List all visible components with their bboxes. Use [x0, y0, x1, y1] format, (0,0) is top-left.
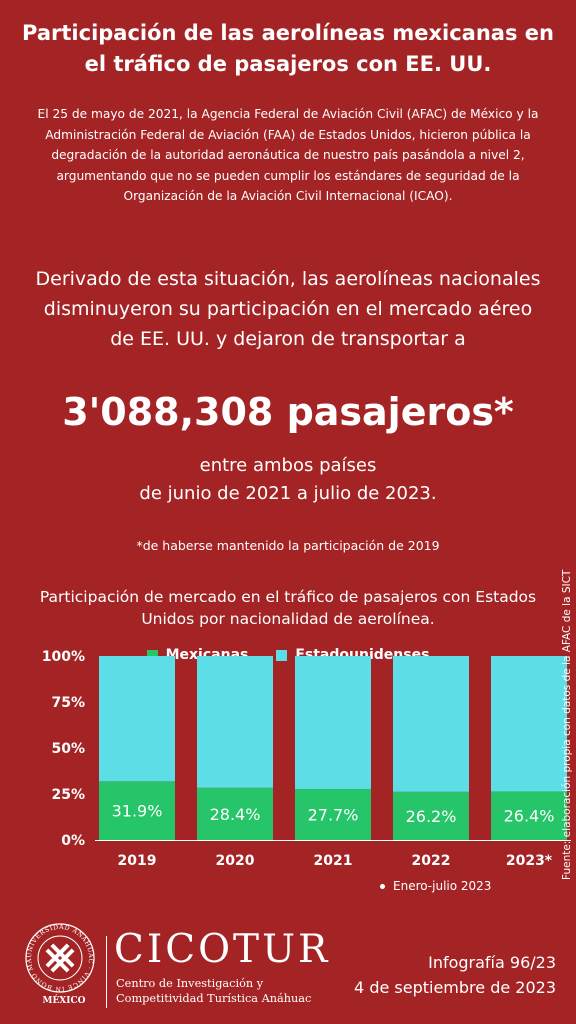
infographic-id-block: Infografía 96/23 4 de septiembre de 2023	[354, 950, 556, 1000]
x-category-label: 2021	[314, 853, 353, 869]
x-category-label: 2022	[412, 853, 451, 869]
source-text: Fuente: elaboración propia con datos de …	[561, 569, 573, 880]
y-tick-label: 50%	[51, 741, 85, 757]
bar-mexicanas-2023*	[491, 791, 567, 840]
anahuac-seal-logo: UNIVERSIDAD ANÁHUAC · VINCE IN BONO MALU…	[24, 922, 95, 993]
note-text: Enero-julio 2023	[393, 879, 492, 893]
svg-text:UNIVERSIDAD ANÁHUAC · VINCE IN: UNIVERSIDAD ANÁHUAC · VINCE IN BONO MALU…	[24, 922, 94, 992]
bar-estadounidenses-2020	[197, 656, 273, 788]
bullet-icon	[380, 883, 385, 889]
brand-subtitle: Centro de Investigación y Competitividad…	[116, 976, 311, 1006]
data-label: 26.2%	[406, 807, 457, 826]
highlight-paragraph: Derivado de esta situación, las aerolíne…	[35, 268, 541, 350]
bar-mexicanas-2021	[295, 789, 371, 840]
y-tick-label: 100%	[42, 649, 85, 665]
y-tick-label: 75%	[51, 695, 85, 711]
x-category-label: 2020	[216, 853, 255, 869]
bar-estadounidenses-2021	[295, 656, 371, 790]
chart-note: Enero-julio 2023	[380, 879, 491, 893]
intro-paragraph: El 25 de mayo de 2021, la Agencia Federa…	[37, 107, 539, 203]
bar-mexicanas-2020	[197, 787, 273, 840]
brand-name: CICOTUR	[114, 927, 331, 972]
infographic-number: Infografía 96/23	[428, 953, 556, 972]
data-label: 31.9%	[112, 802, 163, 821]
bar-mexicanas-2019	[99, 781, 175, 840]
period-text: entre ambos países de junio de 2021 a ju…	[60, 452, 516, 508]
seal-country-label: MÉXICO	[42, 996, 86, 1006]
data-label: 27.7%	[308, 806, 359, 825]
publication-date: 4 de septiembre de 2023	[354, 978, 556, 997]
data-label: 28.4%	[210, 805, 261, 824]
market-share-chart: 0% 25% 50% 75% 100% 31.9% 2019 28.4% 2020 27.7% 20…	[42, 649, 571, 869]
legend-swatch-estadounidenses	[276, 649, 288, 661]
infographic-title: Participación de las aerolíneas mexicana…	[22, 21, 554, 76]
bar-estadounidenses-2023*	[491, 656, 567, 792]
chart-title: Participación de mercado en el tráfico d…	[39, 588, 537, 628]
legend-swatch-mexicanas	[146, 649, 158, 661]
brand-subtitle-line-2: Competitividad Turística Anáhuac	[116, 992, 312, 1005]
x-category-label: 2019	[118, 853, 157, 869]
logo-divider	[106, 936, 107, 1008]
passenger-count: 3'088,308 pasajeros*	[62, 390, 514, 434]
bar-estadounidenses-2022	[393, 656, 469, 792]
footnote: *de haberse mantenido la participación d…	[136, 538, 440, 553]
x-category-label: 2023*	[506, 853, 553, 869]
y-tick-label: 25%	[51, 787, 85, 803]
bar-mexicanas-2022	[393, 791, 469, 840]
data-label: 26.4%	[504, 807, 555, 826]
brand-subtitle-line-1: Centro de Investigación y	[116, 977, 264, 990]
period-line-1: entre ambos países	[199, 455, 377, 476]
period-line-2: de junio de 2021 a julio de 2023.	[139, 483, 437, 504]
bar-estadounidenses-2019	[99, 656, 175, 782]
y-tick-label: 0%	[61, 833, 85, 849]
